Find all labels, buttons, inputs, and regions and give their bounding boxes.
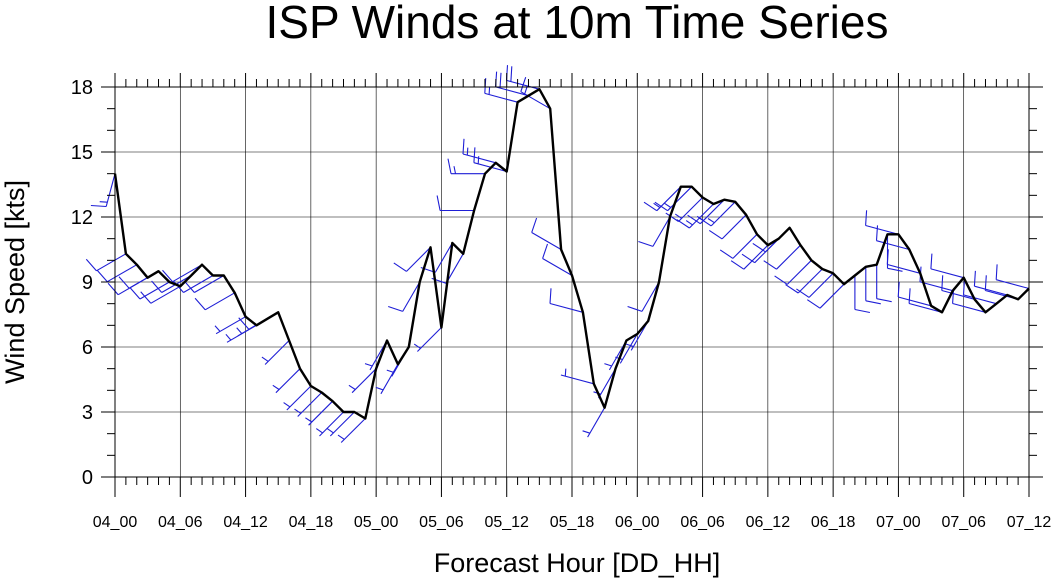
wind-barb [305, 400, 333, 426]
wind-barb [854, 275, 871, 314]
wind-barb [447, 158, 485, 175]
y-tick-label: 6 [82, 337, 93, 359]
wind-barb [194, 292, 235, 311]
x-tick-label: 06_00 [615, 514, 660, 531]
wind-barb [96, 264, 138, 283]
x-tick-label: 04_18 [289, 514, 334, 531]
wind-barb [582, 407, 606, 438]
wind-barb [638, 216, 671, 247]
x-tick-label: 07_12 [1007, 514, 1052, 531]
wind-barb [85, 253, 127, 272]
wind-barb [140, 285, 181, 304]
y-tick-labels: 0 3 6 9 12 15 18 [71, 77, 93, 489]
wind-barb [272, 368, 301, 394]
wind-barb [90, 173, 116, 208]
y-axis-label: Wind Speed [kts] [0, 180, 30, 384]
wind-barb [730, 244, 769, 270]
wind-barb [875, 225, 910, 251]
wind-barb [315, 411, 344, 437]
x-tick-labels: 04_00 04_06 04_12 04_18 05_00 05_06 05_12 05_18… [93, 514, 1052, 531]
wind-barb [420, 242, 453, 273]
x-axis-label: Forecast Hour [DD_HH] [434, 548, 721, 578]
wind-barb [337, 418, 366, 443]
x-tick-label: 04_06 [158, 514, 203, 531]
wind-barb [763, 244, 801, 270]
wind-barb [886, 234, 903, 272]
wind-barb [283, 385, 312, 411]
wind-barb [973, 270, 1008, 296]
wind-barb [294, 392, 323, 417]
x-tick-label: 04_12 [223, 514, 268, 531]
wind-barb [214, 316, 246, 335]
x-tick-label: 05_06 [419, 514, 464, 531]
wind-speed-line [113, 87, 1030, 420]
wind-barb [865, 210, 899, 235]
wind-barb [604, 340, 627, 371]
x-tick-label: 05_00 [354, 514, 399, 531]
wind-barb [908, 288, 943, 313]
wind-barb [560, 368, 594, 385]
wind-barb [752, 227, 790, 253]
y-tick-label: 18 [71, 77, 93, 99]
wind-barb [886, 249, 921, 274]
x-tick-label: 04_00 [93, 514, 138, 531]
wind-barb [774, 259, 812, 285]
wind-barb [162, 264, 203, 283]
wind-barb [941, 275, 975, 300]
wind-barb [962, 279, 997, 305]
wind-barb [542, 243, 573, 276]
y-tick-label: 15 [71, 142, 93, 164]
x-tick-label: 06_12 [746, 514, 791, 531]
wind-barb [326, 411, 355, 437]
wind-barb [698, 201, 736, 227]
wind-barb [261, 340, 290, 365]
wind-barb [806, 283, 845, 309]
wind-barb [897, 281, 932, 307]
wind-barb [719, 233, 758, 259]
wind-barb [183, 275, 225, 293]
wind-barb [676, 203, 714, 229]
wind-barb [708, 214, 747, 240]
x-tick-label: 06_18 [811, 514, 856, 531]
wind-barb [413, 327, 442, 352]
axis-ticks [101, 73, 1043, 497]
wind-barb [796, 272, 834, 298]
wind-barbs [85, 65, 1030, 443]
series-layer [113, 87, 1030, 420]
wind-barb [436, 195, 475, 212]
wind-barb [665, 197, 703, 222]
wind-barb [984, 275, 1019, 300]
wind-barb [654, 186, 693, 212]
wind-barb [388, 281, 421, 312]
wind-barb [627, 281, 660, 312]
wind-barb [549, 288, 584, 313]
wind-barb [462, 138, 496, 164]
wind-barb [375, 364, 399, 395]
wind-barb [520, 77, 551, 110]
wind-barb [995, 264, 1030, 290]
wind-barb [876, 264, 892, 303]
chart-title: ISP Winds at 10m Time Series [266, 0, 889, 48]
x-tick-label: 07_00 [876, 514, 921, 531]
wind-barb [865, 266, 881, 305]
wind-barb [531, 217, 562, 250]
wind-barb [393, 246, 431, 272]
x-tick-label: 05_12 [484, 514, 529, 531]
wind-barb [930, 253, 964, 279]
y-tick-label: 3 [82, 402, 93, 424]
wind-barb [348, 368, 377, 394]
wind-barb [785, 268, 823, 294]
grid-lines [115, 87, 1029, 477]
y-tick-label: 12 [71, 207, 93, 229]
x-tick-label: 05_18 [550, 514, 595, 531]
y-tick-label: 9 [82, 272, 93, 294]
y-tick-label: 0 [82, 467, 93, 489]
x-tick-label: 07_06 [941, 514, 986, 531]
wind-barb [952, 288, 986, 313]
x-tick-label: 06_06 [680, 514, 725, 531]
